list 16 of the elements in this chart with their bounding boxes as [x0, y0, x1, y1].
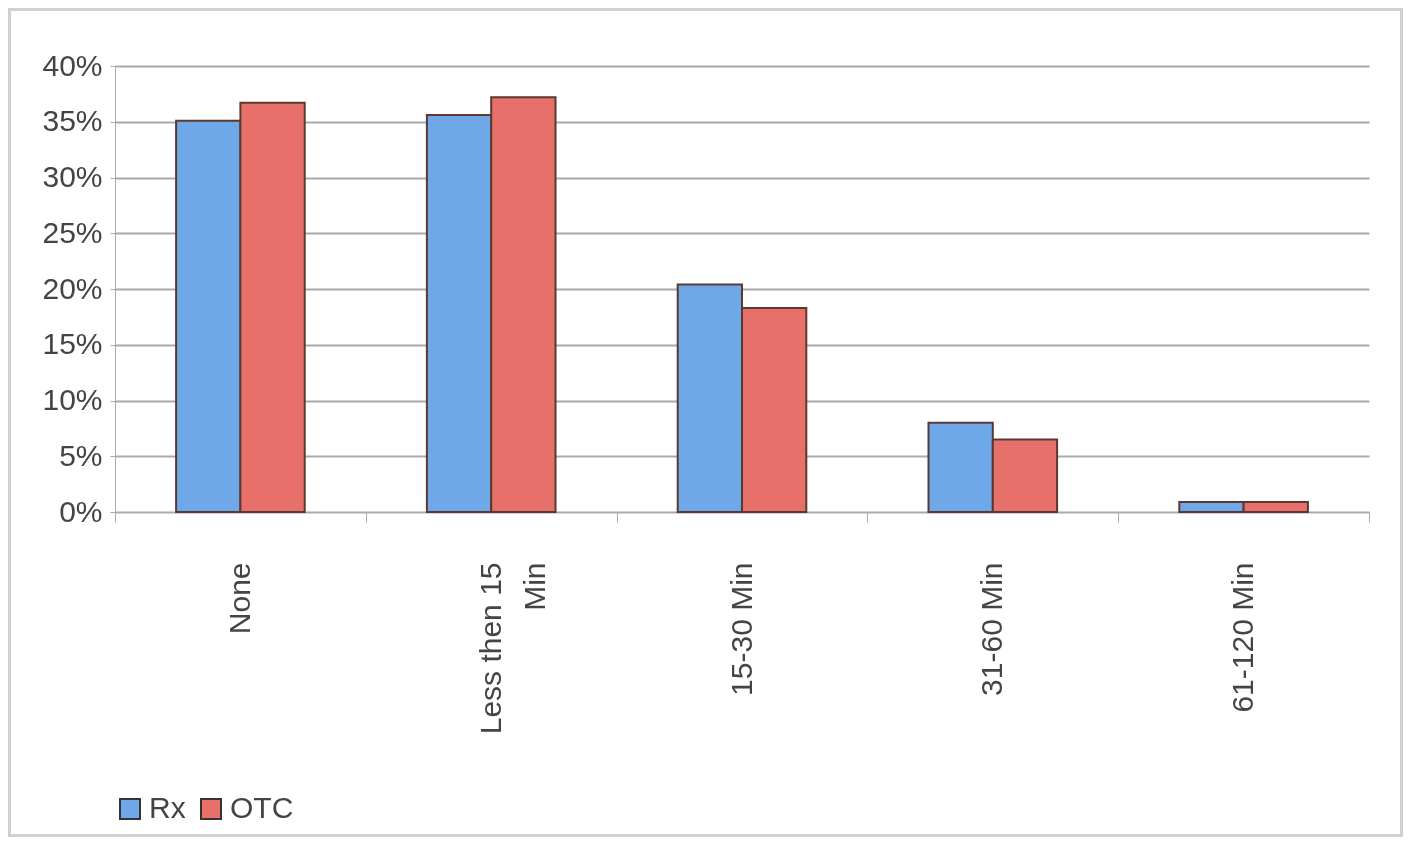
x-tick-label: None [222, 562, 256, 635]
y-tick-label: 15% [42, 327, 103, 361]
legend-label: OTC [230, 791, 294, 824]
y-tick-label: 35% [42, 104, 103, 138]
y-tick-label: 20% [42, 271, 103, 305]
y-tick-label: 30% [42, 160, 103, 193]
y-tick-label: 40% [42, 48, 103, 82]
y-tick-label: 25% [42, 215, 103, 249]
x-tick-label: Less then 15 Min [473, 562, 551, 735]
y-tick-label: 5% [59, 438, 103, 472]
x-tick-label: 15-30 Min [724, 562, 758, 696]
y-tick-label: 0% [59, 494, 103, 528]
y-tick-label: 10% [42, 383, 103, 416]
x-tick-label: 61-120 Min [1226, 562, 1260, 713]
x-tick-label: 31-60 Min [975, 562, 1009, 696]
legend-label: Rx [149, 791, 186, 824]
